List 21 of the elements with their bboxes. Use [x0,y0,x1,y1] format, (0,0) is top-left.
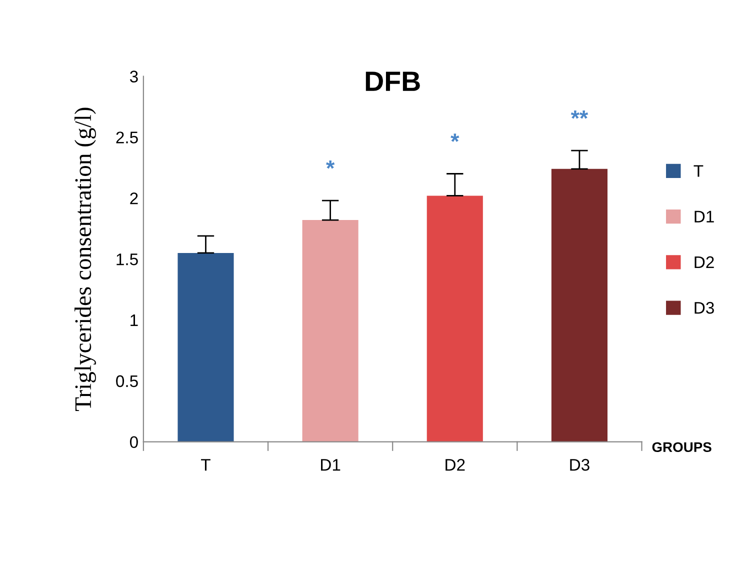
y-tick-label: 0 [130,436,138,448]
legend-label: T [694,165,704,177]
annotation: ** [570,110,588,119]
x-axis-title: GROUPS [652,442,712,452]
x-tick-label: D3 [570,458,590,471]
legend-label: D2 [694,256,714,268]
y-tick-label: 0.5 [116,375,138,388]
x-tick-label: D2 [446,458,465,471]
y-tick-label: 1.5 [116,254,138,266]
y-tick-label: 1 [130,314,138,326]
legend-label: D3 [694,302,714,314]
legend-label: D1 [694,210,714,222]
y-axis-title: Triglycerides consentration (g/l) [74,108,96,411]
annotation: * [326,160,335,169]
y-tick-label: 2.5 [116,132,138,144]
annotation: * [450,134,460,142]
chart-title: DFB [366,72,420,91]
x-tick-label: T [201,459,210,471]
x-tick-label: D1 [321,459,340,471]
y-tick-label: 3 [130,70,138,82]
y-tick-label: 2 [130,192,138,204]
